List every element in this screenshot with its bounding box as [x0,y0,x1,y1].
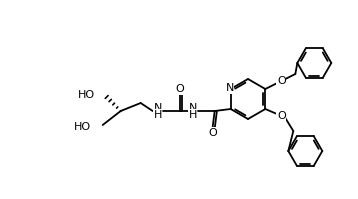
Text: O: O [175,84,184,94]
Text: O: O [208,128,217,138]
Text: H: H [189,110,197,120]
Text: HO: HO [78,90,95,100]
Text: N: N [154,103,162,113]
Text: O: O [277,76,286,86]
Text: N: N [189,103,197,113]
Text: N: N [226,83,234,93]
Text: O: O [277,111,286,121]
Text: H: H [154,110,162,120]
Text: HO: HO [73,122,91,132]
